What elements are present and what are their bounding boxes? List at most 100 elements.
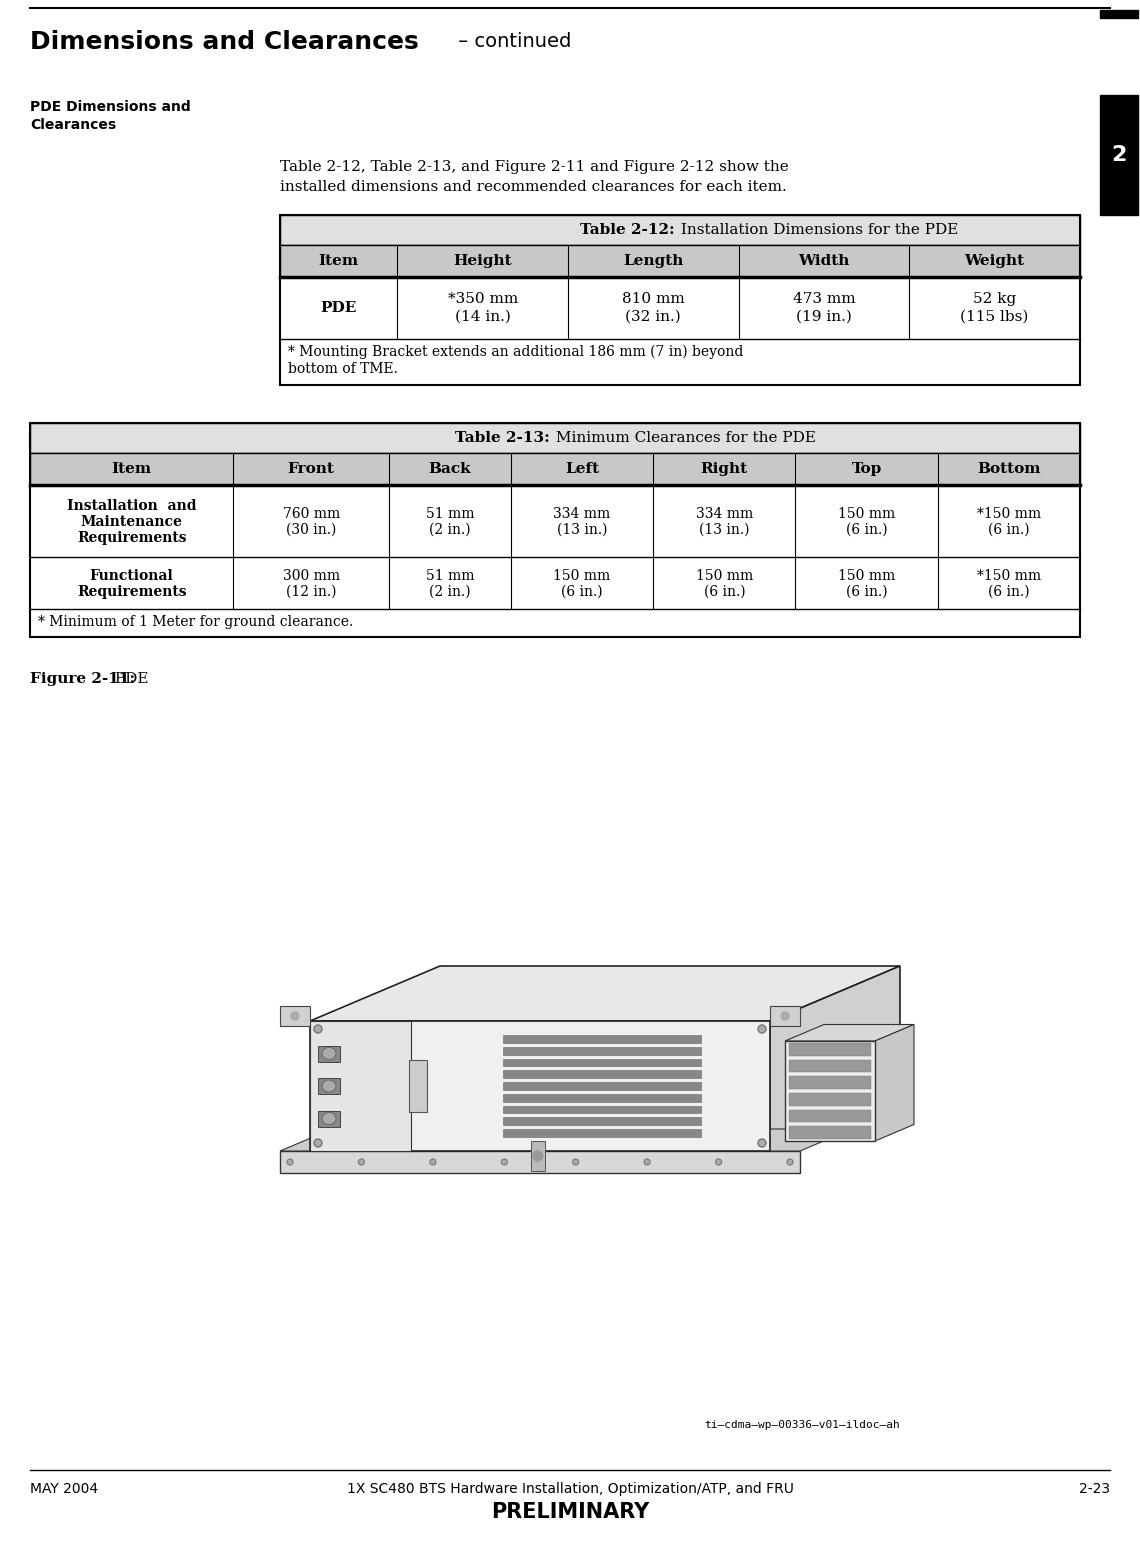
Bar [318, 1045, 340, 1061]
Bar [789, 1126, 871, 1139]
Bar [531, 1140, 545, 1172]
Circle shape [291, 1012, 299, 1020]
Circle shape [572, 1159, 579, 1165]
Bar [280, 215, 1080, 385]
Bar [310, 1020, 412, 1151]
Text: (6 in.): (6 in.) [703, 585, 746, 599]
Text: Functional: Functional [90, 569, 173, 583]
Text: Front: Front [287, 462, 334, 476]
Bar [503, 1083, 701, 1090]
Text: (13 in.): (13 in.) [699, 523, 750, 537]
Text: 150 mm: 150 mm [554, 569, 611, 583]
Text: Table 2-13:: Table 2-13: [455, 431, 549, 445]
Text: (115 lbs): (115 lbs) [961, 310, 1029, 324]
Bar [503, 1059, 701, 1067]
Text: 2: 2 [1112, 145, 1126, 165]
Text: PDE: PDE [320, 301, 357, 315]
Bar [789, 1094, 871, 1106]
Circle shape [314, 1025, 321, 1033]
Bar [785, 1041, 876, 1140]
Bar [30, 423, 1080, 636]
Text: Top: Top [852, 462, 881, 476]
Text: (2 in.): (2 in.) [429, 523, 471, 537]
Bar [503, 1070, 701, 1078]
Text: 51 mm: 51 mm [425, 507, 474, 521]
Text: Figure 2-11:: Figure 2-11: [30, 672, 136, 686]
Text: PDE Dimensions and: PDE Dimensions and [30, 100, 190, 114]
Ellipse shape [321, 1112, 336, 1125]
Text: Item: Item [112, 462, 152, 476]
Bar [280, 215, 1080, 245]
Bar [30, 452, 1080, 485]
Text: *150 mm: *150 mm [977, 507, 1041, 521]
Text: 810 mm: 810 mm [622, 292, 685, 306]
Text: Installation Dimensions for the PDE: Installation Dimensions for the PDE [676, 223, 959, 237]
Text: bottom of TME.: bottom of TME. [288, 362, 398, 376]
Bar [1100, 9, 1138, 19]
Text: Width: Width [798, 254, 849, 268]
Circle shape [430, 1159, 435, 1165]
Bar [1100, 95, 1138, 215]
Text: (19 in.): (19 in.) [796, 310, 852, 324]
Text: Weight: Weight [964, 254, 1025, 268]
Circle shape [287, 1159, 293, 1165]
Text: (2 in.): (2 in.) [429, 585, 471, 599]
Circle shape [644, 1159, 650, 1165]
Bar [318, 1111, 340, 1126]
Bar [318, 1078, 340, 1094]
Circle shape [716, 1159, 722, 1165]
Bar [30, 423, 1080, 452]
Bar [503, 1129, 701, 1137]
Text: Dimensions and Clearances: Dimensions and Clearances [30, 30, 418, 55]
Text: 51 mm: 51 mm [425, 569, 474, 583]
Text: PRELIMINARY: PRELIMINARY [491, 1502, 649, 1523]
Text: ti–cdma–wp–00336–v01–ildoc–ah: ti–cdma–wp–00336–v01–ildoc–ah [705, 1420, 899, 1431]
Bar [789, 1109, 871, 1122]
Text: Height: Height [454, 254, 512, 268]
Bar [789, 1059, 871, 1072]
Bar [280, 1006, 310, 1026]
Circle shape [758, 1139, 766, 1147]
Bar [310, 1020, 770, 1151]
Text: Table 2-12, Table 2-13, and Figure 2-11 and Figure 2-12 show the: Table 2-12, Table 2-13, and Figure 2-11 … [280, 161, 789, 175]
Text: Bottom: Bottom [977, 462, 1041, 476]
Circle shape [758, 1025, 766, 1033]
Text: Maintenance: Maintenance [81, 515, 182, 529]
Polygon shape [770, 966, 899, 1151]
Text: 150 mm: 150 mm [838, 507, 895, 521]
Circle shape [314, 1139, 321, 1147]
Text: Item: Item [318, 254, 359, 268]
Circle shape [502, 1159, 507, 1165]
Text: 300 mm: 300 mm [283, 569, 340, 583]
Text: 760 mm: 760 mm [283, 507, 340, 521]
Text: 2-23: 2-23 [1078, 1482, 1110, 1496]
Bar [280, 245, 1080, 278]
Text: Minimum Clearances for the PDE: Minimum Clearances for the PDE [551, 431, 816, 445]
Text: (6 in.): (6 in.) [561, 585, 603, 599]
Circle shape [781, 1012, 789, 1020]
Text: Table 2-12:: Table 2-12: [580, 223, 675, 237]
Circle shape [787, 1159, 793, 1165]
Bar [503, 1034, 701, 1042]
Text: 334 mm: 334 mm [554, 507, 611, 521]
Text: Clearances: Clearances [30, 119, 116, 133]
Text: Requirements: Requirements [76, 530, 187, 544]
Text: * Mounting Bracket extends an additional 186 mm (7 in) beyond: * Mounting Bracket extends an additional… [288, 345, 743, 359]
Text: Requirements: Requirements [76, 585, 187, 599]
Bar [503, 1106, 701, 1114]
Bar [503, 1094, 701, 1101]
Text: (6 in.): (6 in.) [988, 585, 1029, 599]
Text: (6 in.): (6 in.) [846, 585, 887, 599]
Text: (13 in.): (13 in.) [556, 523, 608, 537]
Text: (6 in.): (6 in.) [846, 523, 887, 537]
Text: 334 mm: 334 mm [695, 507, 754, 521]
Bar [789, 1044, 871, 1056]
Text: * Minimum of 1 Meter for ground clearance.: * Minimum of 1 Meter for ground clearanc… [38, 615, 353, 629]
Polygon shape [310, 966, 899, 1020]
Text: MAY 2004: MAY 2004 [30, 1482, 98, 1496]
Text: Installation  and: Installation and [67, 499, 196, 513]
Bar [503, 1117, 701, 1125]
Polygon shape [280, 1129, 852, 1151]
Text: Back: Back [429, 462, 471, 476]
Text: (6 in.): (6 in.) [988, 523, 1029, 537]
